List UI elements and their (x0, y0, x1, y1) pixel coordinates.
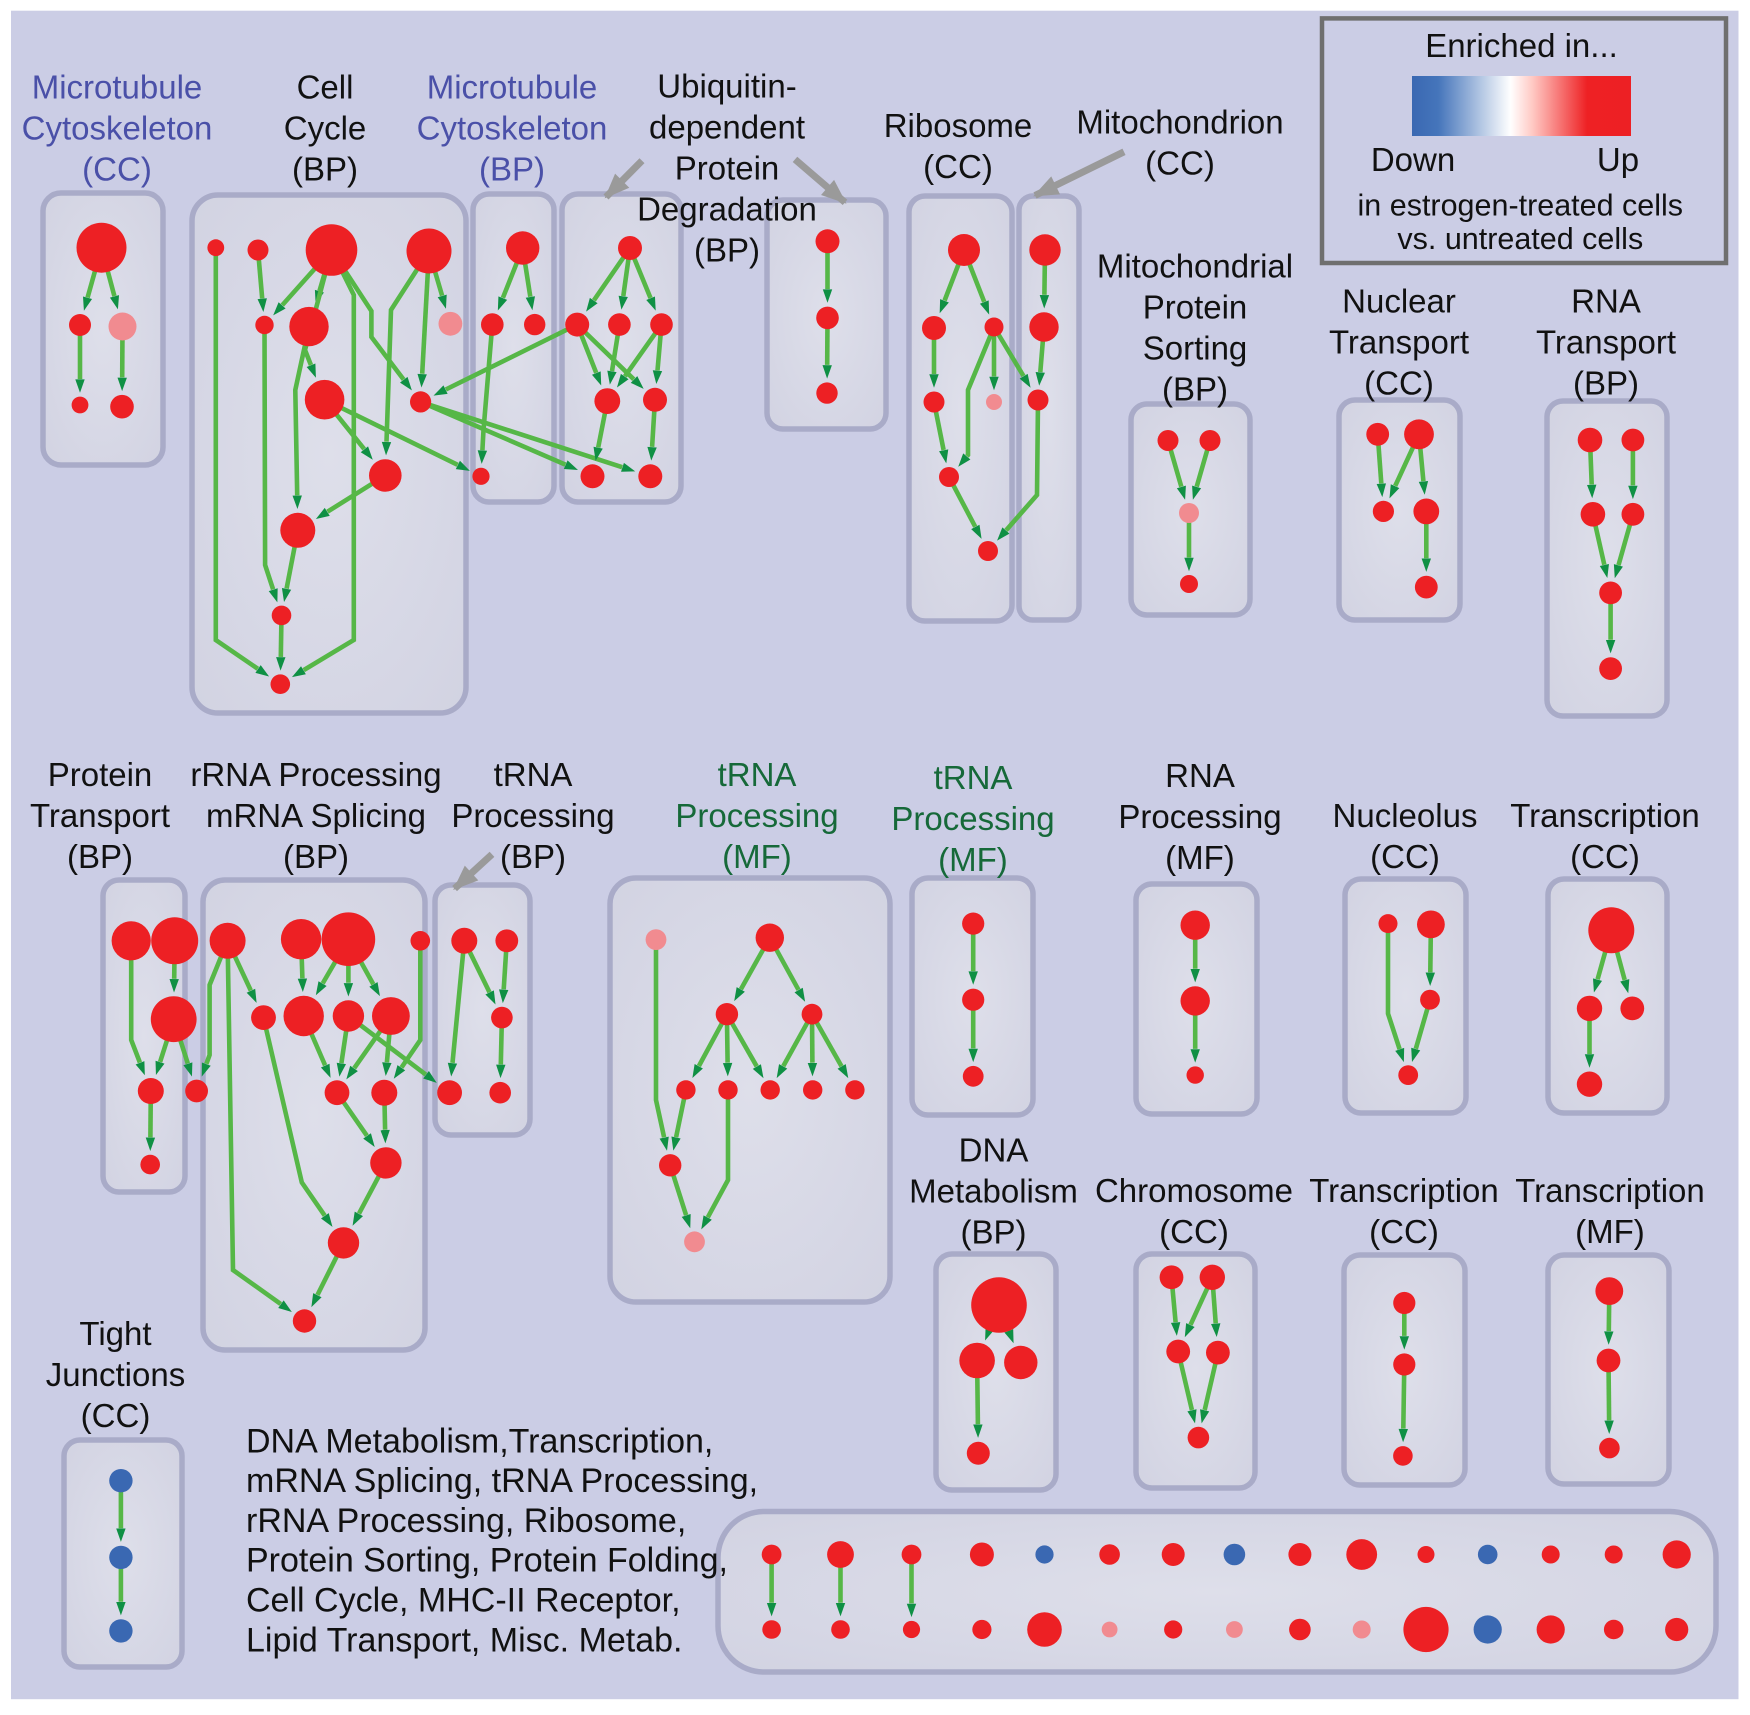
svg-text:Processing: Processing (891, 800, 1054, 837)
svg-text:(BP): (BP) (694, 232, 760, 269)
svg-text:(CC): (CC) (1369, 1213, 1439, 1250)
svg-text:(CC): (CC) (82, 151, 152, 188)
svg-text:Cell Cycle, MHC-II Receptor,: Cell Cycle, MHC-II Receptor, (246, 1582, 681, 1620)
svg-text:Tight: Tight (79, 1315, 151, 1352)
svg-text:Down: Down (1371, 141, 1455, 178)
svg-text:mRNA Splicing, tRNA Processing: mRNA Splicing, tRNA Processing, (246, 1462, 758, 1500)
svg-text:Cycle: Cycle (284, 110, 367, 147)
svg-text:(BP): (BP) (500, 838, 566, 875)
svg-text:Processing: Processing (451, 797, 614, 834)
svg-text:Mitochondrion: Mitochondrion (1076, 104, 1283, 141)
svg-text:Transcription: Transcription (1309, 1172, 1499, 1209)
svg-text:tRNA: tRNA (934, 759, 1013, 796)
svg-text:Transcription: Transcription (1510, 797, 1700, 834)
svg-text:Processing: Processing (1118, 798, 1281, 835)
svg-text:Microtubule: Microtubule (427, 69, 598, 106)
svg-text:Chromosome: Chromosome (1095, 1172, 1293, 1209)
svg-text:Lipid Transport, Misc. Metab.: Lipid Transport, Misc. Metab. (246, 1621, 683, 1659)
svg-text:Nucleolus: Nucleolus (1333, 797, 1478, 834)
svg-text:Mitochondrial: Mitochondrial (1097, 248, 1293, 285)
svg-text:(BP): (BP) (1573, 365, 1639, 402)
svg-text:vs. untreated cells: vs. untreated cells (1397, 222, 1643, 256)
svg-text:Microtubule: Microtubule (32, 69, 203, 106)
svg-text:DNA Metabolism,Transcription,: DNA Metabolism,Transcription, (246, 1422, 713, 1460)
svg-text:tRNA: tRNA (718, 756, 797, 793)
svg-text:(CC): (CC) (1159, 1213, 1229, 1250)
svg-text:Transport: Transport (30, 797, 170, 834)
svg-text:RNA: RNA (1165, 757, 1235, 794)
svg-text:Protein Sorting, Protein Foldi: Protein Sorting, Protein Folding, (246, 1542, 728, 1580)
svg-text:Degradation: Degradation (637, 191, 817, 228)
svg-text:Metabolism: Metabolism (909, 1173, 1078, 1210)
svg-text:dependent: dependent (649, 109, 805, 146)
svg-text:Protein: Protein (675, 150, 780, 187)
svg-text:Processing: Processing (675, 797, 838, 834)
svg-text:(CC): (CC) (923, 148, 993, 185)
svg-text:(CC): (CC) (81, 1397, 151, 1434)
svg-text:Junctions: Junctions (46, 1356, 185, 1393)
svg-text:Cytoskeleton: Cytoskeleton (417, 110, 608, 147)
svg-text:Transport: Transport (1536, 324, 1676, 361)
svg-text:(BP): (BP) (67, 838, 133, 875)
svg-text:Transcription: Transcription (1515, 1172, 1705, 1209)
svg-text:(MF): (MF) (938, 841, 1008, 878)
svg-text:rRNA Processing: rRNA Processing (190, 756, 441, 793)
svg-text:(BP): (BP) (961, 1214, 1027, 1251)
svg-text:Up: Up (1597, 141, 1639, 178)
svg-text:(CC): (CC) (1145, 145, 1215, 182)
svg-text:(MF): (MF) (1165, 839, 1235, 876)
svg-text:Sorting: Sorting (1143, 330, 1248, 367)
svg-text:Enriched in...: Enriched in... (1425, 27, 1618, 64)
svg-text:(BP): (BP) (479, 151, 545, 188)
svg-text:Transport: Transport (1329, 324, 1469, 361)
svg-text:Protein: Protein (1143, 289, 1248, 326)
svg-text:in estrogen-treated cells: in estrogen-treated cells (1358, 189, 1684, 223)
svg-text:DNA: DNA (959, 1132, 1029, 1169)
svg-text:(CC): (CC) (1364, 365, 1434, 402)
svg-text:RNA: RNA (1571, 283, 1641, 320)
svg-text:Cytoskeleton: Cytoskeleton (22, 110, 213, 147)
svg-text:Cell: Cell (297, 69, 354, 106)
svg-text:(CC): (CC) (1570, 838, 1640, 875)
svg-text:(BP): (BP) (292, 151, 358, 188)
svg-text:Ubiquitin-: Ubiquitin- (657, 68, 796, 105)
svg-text:(CC): (CC) (1370, 838, 1440, 875)
svg-text:(MF): (MF) (1575, 1213, 1645, 1250)
svg-text:Protein: Protein (48, 756, 153, 793)
svg-text:Ribosome: Ribosome (884, 107, 1033, 144)
svg-text:(BP): (BP) (1162, 371, 1228, 408)
svg-text:mRNA Splicing: mRNA Splicing (206, 797, 426, 834)
svg-text:Nuclear: Nuclear (1342, 283, 1456, 320)
svg-text:(BP): (BP) (283, 838, 349, 875)
svg-text:tRNA: tRNA (494, 756, 573, 793)
svg-text:rRNA Processing, Ribosome,: rRNA Processing, Ribosome, (246, 1502, 686, 1540)
svg-text:(MF): (MF) (722, 838, 792, 875)
